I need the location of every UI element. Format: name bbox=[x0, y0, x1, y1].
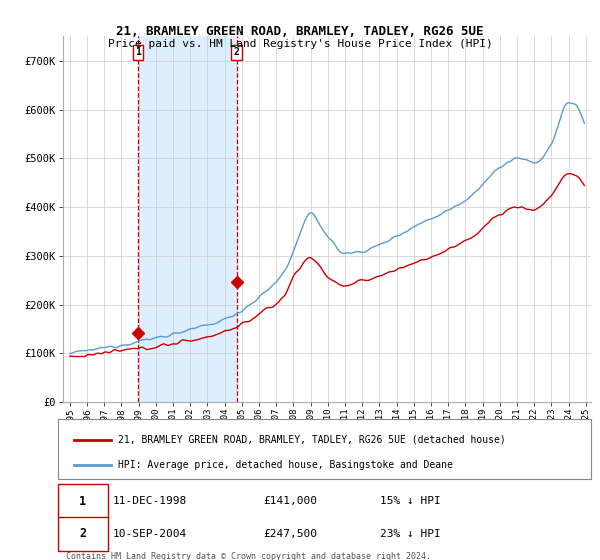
Text: £141,000: £141,000 bbox=[263, 496, 317, 506]
Text: 1: 1 bbox=[79, 494, 86, 507]
Text: Contains HM Land Registry data © Crown copyright and database right 2024.
This d: Contains HM Land Registry data © Crown c… bbox=[65, 552, 431, 560]
Text: 2: 2 bbox=[234, 48, 240, 57]
Text: 11-DEC-1998: 11-DEC-1998 bbox=[113, 496, 187, 506]
FancyBboxPatch shape bbox=[58, 419, 591, 479]
FancyBboxPatch shape bbox=[58, 517, 108, 551]
FancyBboxPatch shape bbox=[58, 484, 108, 518]
Text: 15% ↓ HPI: 15% ↓ HPI bbox=[380, 496, 440, 506]
Text: 10-SEP-2004: 10-SEP-2004 bbox=[113, 529, 187, 539]
Text: £247,500: £247,500 bbox=[263, 529, 317, 539]
Text: 23% ↓ HPI: 23% ↓ HPI bbox=[380, 529, 440, 539]
Bar bbox=[138, 36, 237, 402]
Text: 21, BRAMLEY GREEN ROAD, BRAMLEY, TADLEY, RG26 5UE (detached house): 21, BRAMLEY GREEN ROAD, BRAMLEY, TADLEY,… bbox=[118, 435, 506, 445]
Text: 2: 2 bbox=[79, 527, 86, 540]
Text: 21, BRAMLEY GREEN ROAD, BRAMLEY, TADLEY, RG26 5UE: 21, BRAMLEY GREEN ROAD, BRAMLEY, TADLEY,… bbox=[116, 25, 484, 38]
Text: 1: 1 bbox=[135, 48, 141, 57]
Text: HPI: Average price, detached house, Basingstoke and Deane: HPI: Average price, detached house, Basi… bbox=[118, 460, 454, 470]
Text: Price paid vs. HM Land Registry's House Price Index (HPI): Price paid vs. HM Land Registry's House … bbox=[107, 39, 493, 49]
